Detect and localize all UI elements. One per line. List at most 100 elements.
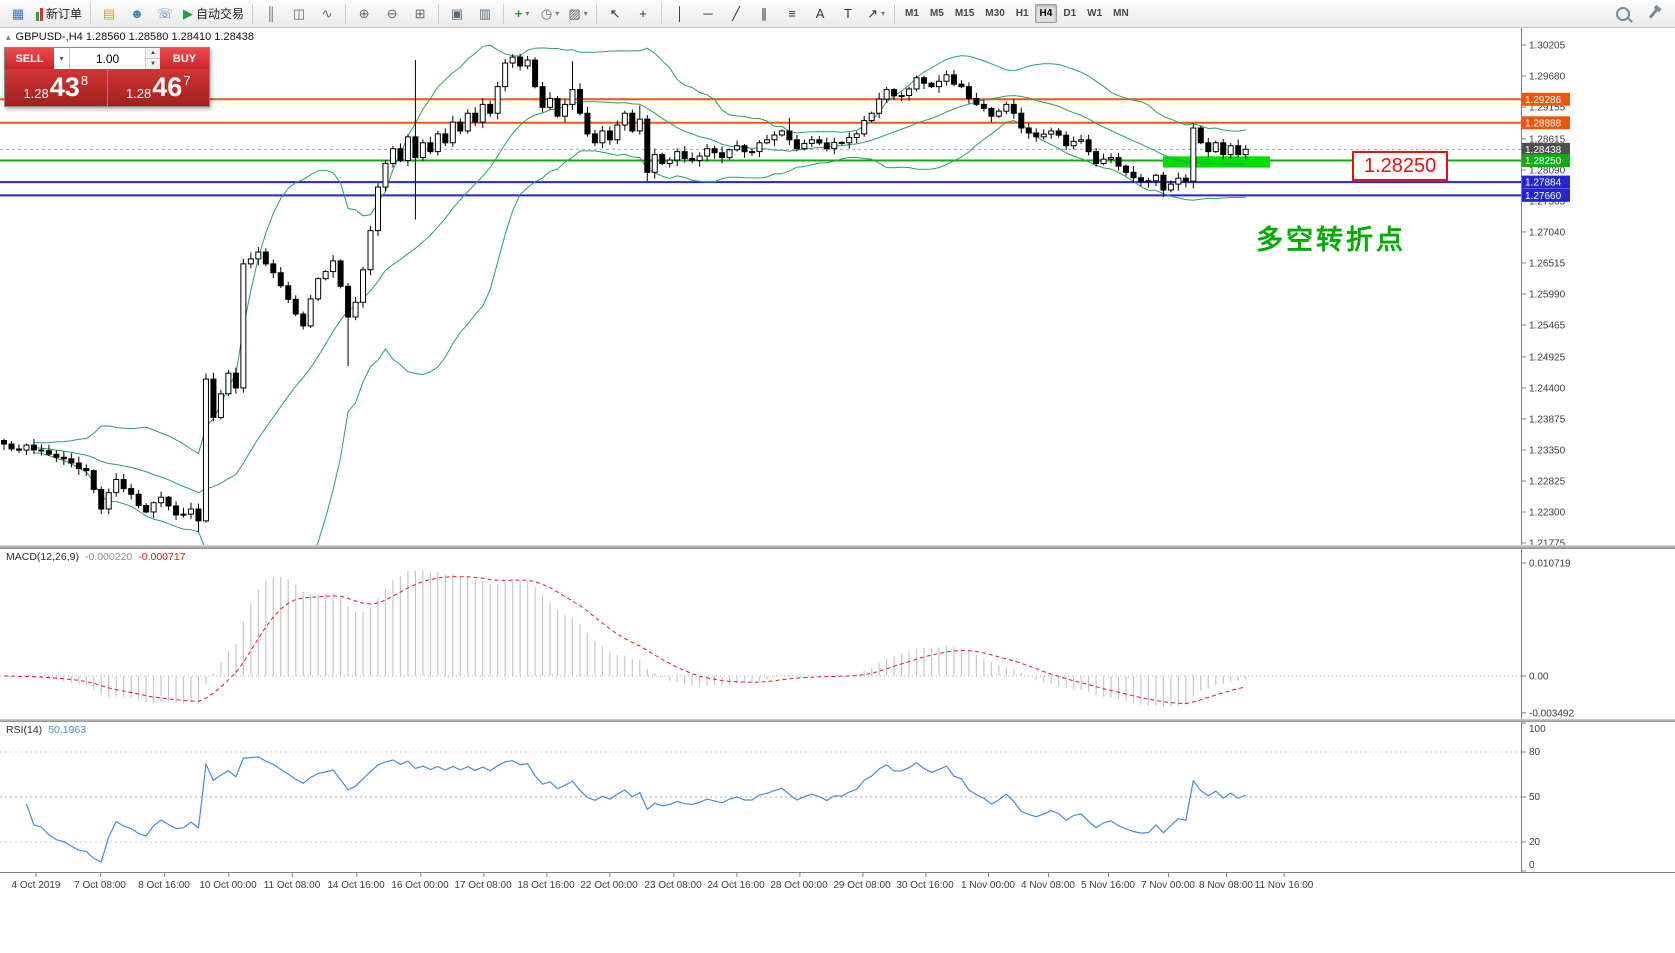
svg-text:1.24925: 1.24925 bbox=[1529, 352, 1566, 363]
trendline-tool-button[interactable]: ╱ bbox=[732, 6, 740, 21]
timeframe-h1-button[interactable]: H1 bbox=[1015, 8, 1029, 19]
svg-text:80: 80 bbox=[1529, 747, 1541, 758]
time-axis[interactable]: 4 Oct 2019 7 Oct 08:00 8 Oct 16:00 10 Oct 0… bbox=[0, 872, 1675, 897]
svg-text:1.27565: 1.27565 bbox=[1529, 196, 1566, 207]
zoom-out-button[interactable]: ⊖ bbox=[386, 6, 398, 21]
sell-button[interactable]: SELL bbox=[5, 48, 54, 69]
svg-text:1.27660: 1.27660 bbox=[1525, 191, 1562, 202]
time-label: 10 Oct 00:00 bbox=[199, 872, 257, 891]
svg-text:1.25990: 1.25990 bbox=[1529, 290, 1566, 301]
accounts-icon[interactable]: ☻ bbox=[130, 6, 144, 21]
volume-up-icon[interactable]: ▲ bbox=[146, 48, 160, 59]
rsi-canvas[interactable]: 100 80 50 20 0 bbox=[0, 722, 1675, 872]
timeframe-h4-button[interactable]: H4 bbox=[1034, 4, 1058, 23]
macd-canvas[interactable]: 0.010719 0.00 -0.003492 bbox=[0, 549, 1675, 719]
arrange-windows-button[interactable]: ▣ bbox=[450, 6, 464, 21]
buy-price-button[interactable]: 1.28 46 7 bbox=[107, 69, 209, 106]
toolbar-separator bbox=[90, 3, 92, 24]
pin-icon bbox=[1648, 8, 1658, 19]
rsi-value: 50.1963 bbox=[48, 724, 87, 736]
sell-price-button[interactable]: 1.28 43 8 bbox=[5, 69, 107, 106]
rsi-panel: 100 80 50 20 0 RSI(14) 50.1963 bbox=[0, 722, 1675, 872]
timeframe-m30-button[interactable]: M30 bbox=[985, 8, 1005, 19]
bar-chart-button[interactable]: ║ bbox=[266, 6, 276, 21]
search-button[interactable] bbox=[1610, 3, 1636, 25]
time-label: 29 Oct 08:00 bbox=[833, 872, 891, 891]
svg-text:1.29680: 1.29680 bbox=[1529, 72, 1566, 83]
macd-name: MACD(12,26,9) bbox=[6, 551, 79, 563]
svg-text:1.25465: 1.25465 bbox=[1529, 321, 1566, 332]
candle-chart-button[interactable]: ◫ bbox=[292, 6, 306, 21]
buy-button[interactable]: BUY bbox=[160, 48, 209, 69]
arrows-tool-button[interactable]: ↗ ▾ bbox=[867, 6, 885, 21]
horizontal-line-tool-button[interactable]: ─ bbox=[703, 6, 713, 21]
cursor-button[interactable]: ↖ bbox=[609, 6, 621, 21]
collapse-icon[interactable]: ▴ bbox=[6, 31, 11, 42]
panel-divider[interactable] bbox=[0, 545, 1675, 549]
svg-text:1.23875: 1.23875 bbox=[1529, 414, 1566, 425]
toolbar-separator bbox=[345, 3, 347, 24]
indicators-button[interactable]: + ▾ bbox=[514, 6, 530, 21]
time-label: 5 Nov 16:00 bbox=[1081, 872, 1135, 891]
svg-text:50: 50 bbox=[1529, 792, 1541, 803]
periods-button[interactable]: ◷ ▾ bbox=[540, 6, 560, 21]
one-click-trading-panel: SELL ▾ ▲ ▼ BUY 1.28 43 8 1 bbox=[4, 47, 210, 107]
search-icon bbox=[1616, 6, 1630, 21]
time-label: 22 Oct 00:00 bbox=[580, 872, 638, 891]
time-label: 28 Oct 00:00 bbox=[770, 872, 828, 891]
auto-scroll-button[interactable]: ▥ bbox=[478, 6, 492, 21]
macd-main-value: -0.000220 bbox=[84, 551, 133, 563]
symbol-ohlc-text: GBPUSD-,H4 1.28560 1.28580 1.28410 1.284… bbox=[15, 31, 255, 43]
svg-text:1.28888: 1.28888 bbox=[1525, 118, 1562, 129]
buy-price-main: 46 bbox=[152, 72, 183, 102]
toolbar-separator bbox=[503, 3, 505, 24]
vertical-line-tool-button[interactable]: │ bbox=[675, 6, 685, 21]
svg-text:1.30205: 1.30205 bbox=[1529, 41, 1566, 52]
text-tool-button[interactable]: A bbox=[815, 6, 825, 21]
price-chart-canvas[interactable]: 1.30205 1.29680 1.29155 1.28615 1.28090 1.275… bbox=[0, 28, 1675, 545]
toolbar-separator bbox=[596, 3, 598, 24]
new-order-icon bbox=[36, 7, 43, 21]
svg-text:1.27040: 1.27040 bbox=[1529, 227, 1566, 238]
new-order-button[interactable]: 新订单 bbox=[33, 3, 85, 25]
label-tool-button[interactable]: T bbox=[844, 6, 852, 21]
svg-text:100: 100 bbox=[1529, 724, 1546, 735]
templates-button[interactable]: ▨ ▾ bbox=[568, 6, 588, 21]
panel-divider[interactable] bbox=[0, 719, 1675, 722]
svg-text:20: 20 bbox=[1529, 837, 1541, 848]
price-chart-panel: 1.30205 1.29680 1.29155 1.28615 1.28090 1.275… bbox=[0, 28, 1675, 545]
support-icon[interactable]: ☏ bbox=[156, 6, 174, 21]
volume-dropdown-icon[interactable]: ▾ bbox=[54, 48, 70, 69]
timeframe-m5-button[interactable]: M5 bbox=[929, 8, 944, 19]
autotrade-button[interactable]: ▶ 自动交易 bbox=[183, 6, 245, 21]
svg-text:1.27884: 1.27884 bbox=[1525, 178, 1562, 189]
svg-text:1.22825: 1.22825 bbox=[1529, 476, 1566, 487]
timeframe-m15-button[interactable]: M15 bbox=[954, 8, 975, 19]
channel-tool-button[interactable]: ∥ bbox=[760, 6, 768, 21]
volume-input[interactable] bbox=[70, 48, 145, 69]
time-label: 7 Oct 08:00 bbox=[74, 872, 126, 891]
pin-button[interactable] bbox=[1640, 3, 1666, 25]
buy-price-prefix: 1.28 bbox=[125, 86, 152, 101]
toolbar-separator bbox=[661, 3, 663, 24]
bottom-space bbox=[0, 897, 1675, 953]
timeframe-mn-button[interactable]: MN bbox=[1113, 8, 1129, 19]
market-watch-icon[interactable]: ▤ bbox=[102, 6, 116, 21]
time-label: 4 Nov 08:00 bbox=[1021, 872, 1075, 891]
time-label: 4 Oct 2019 bbox=[11, 872, 61, 891]
volume-down-icon[interactable]: ▼ bbox=[146, 59, 160, 69]
crosshair-button[interactable]: + bbox=[639, 6, 647, 21]
timeframe-m1-button[interactable]: M1 bbox=[905, 8, 919, 19]
timeframe-d1-button[interactable]: D1 bbox=[1063, 8, 1077, 19]
toolbar-right-icons bbox=[1610, 3, 1670, 25]
fibonacci-tool-button[interactable]: ≡ bbox=[788, 6, 796, 21]
line-chart-button[interactable]: ∿ bbox=[321, 6, 333, 21]
svg-text:1.21775: 1.21775 bbox=[1529, 539, 1566, 546]
tile-windows-button[interactable]: ⊞ bbox=[414, 6, 426, 21]
toolbar-separator bbox=[438, 3, 440, 24]
timeframe-w1-button[interactable]: W1 bbox=[1087, 8, 1103, 19]
time-label: 24 Oct 16:00 bbox=[707, 872, 765, 891]
zoom-in-button[interactable]: ⊕ bbox=[358, 6, 370, 21]
turning-point-label: 多空转折点 bbox=[1256, 225, 1406, 255]
sell-price-main: 43 bbox=[49, 72, 80, 102]
